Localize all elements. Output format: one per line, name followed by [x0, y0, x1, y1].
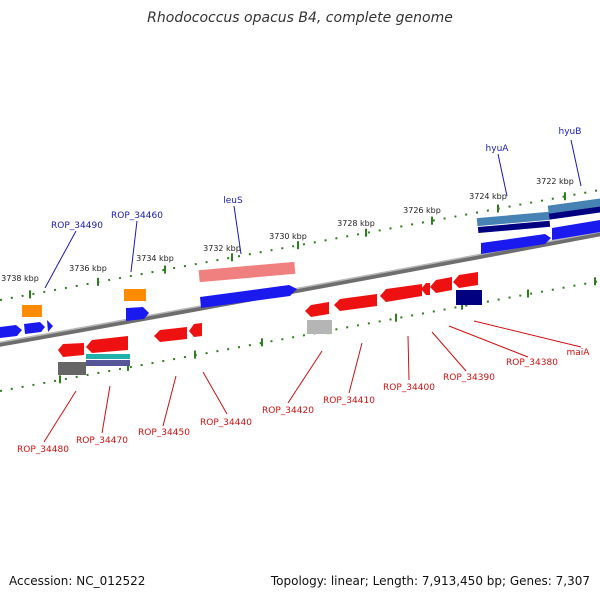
scale-label: 3730 kbp [269, 232, 307, 241]
gene-box [476, 211, 551, 227]
gene-arrow [552, 220, 600, 240]
gene-arrow [47, 320, 53, 332]
scale-label: 3722 kbp [536, 177, 574, 186]
gene-arrow [421, 283, 430, 295]
map-title: Rhodococcus opacus B4, complete genome [147, 10, 453, 26]
scale-label: 3734 kbp [136, 254, 174, 263]
gene-label: ROP_34480 [17, 445, 69, 455]
gene-label: ROP_34420 [262, 406, 314, 416]
gene-box [548, 206, 600, 220]
gene-label: ROP_34440 [200, 418, 252, 428]
scale-label: 3736 kbp [69, 264, 107, 273]
gene-arrow [430, 277, 452, 293]
gene-label: leuS [223, 196, 243, 206]
gene-arrow [58, 343, 84, 357]
gene-label: ROP_34460 [111, 211, 163, 221]
gene-label: ROP_34390 [443, 373, 495, 383]
gene-label: ROP_34400 [383, 383, 435, 393]
scale-label: 3732 kbp [203, 244, 241, 253]
gene-arrow [334, 294, 377, 311]
gene-label: ROP_34470 [76, 436, 128, 446]
scale-label: 3724 kbp [469, 192, 507, 201]
gene-arrow [86, 336, 128, 353]
gene-arrow [126, 307, 149, 321]
gene-label: hyuB [559, 127, 582, 137]
gene-arrow [453, 272, 478, 288]
gene-label: maiA [567, 348, 591, 358]
gene-arrow [154, 327, 187, 342]
gene-box [58, 362, 86, 375]
gene-label: ROP_34450 [138, 428, 190, 438]
gene-box [198, 261, 296, 283]
gene-box [547, 198, 600, 214]
lower-tick-rail [0, 280, 600, 392]
gene-box [86, 360, 130, 366]
gene-arrow [380, 284, 422, 302]
gene-arrow [305, 302, 329, 317]
gene-box [22, 305, 42, 317]
gene-arrow [24, 322, 45, 334]
genome-summary-text: Topology: linear; Length: 7,913,450 bp; … [270, 574, 590, 588]
gene-label: ROP_34490 [51, 221, 103, 231]
gene-box [477, 220, 551, 234]
gene-label: ROP_34380 [506, 358, 558, 368]
scale-label: 3726 kbp [403, 206, 441, 215]
gene-arrow [0, 325, 22, 338]
gene-box [86, 354, 130, 359]
gene-box [124, 289, 146, 301]
gene-arrow [481, 234, 551, 254]
scale-label: 3728 kbp [337, 219, 375, 228]
accession-text: Accession: NC_012522 [9, 574, 146, 588]
gene-box [456, 290, 482, 305]
gene-arrow [189, 323, 202, 337]
gene-label: hyuA [486, 144, 510, 154]
gene-box [307, 320, 332, 334]
scale-label: 3738 kbp [1, 274, 39, 283]
gene-label: ROP_34410 [323, 396, 375, 406]
gene-arrow [200, 285, 297, 308]
